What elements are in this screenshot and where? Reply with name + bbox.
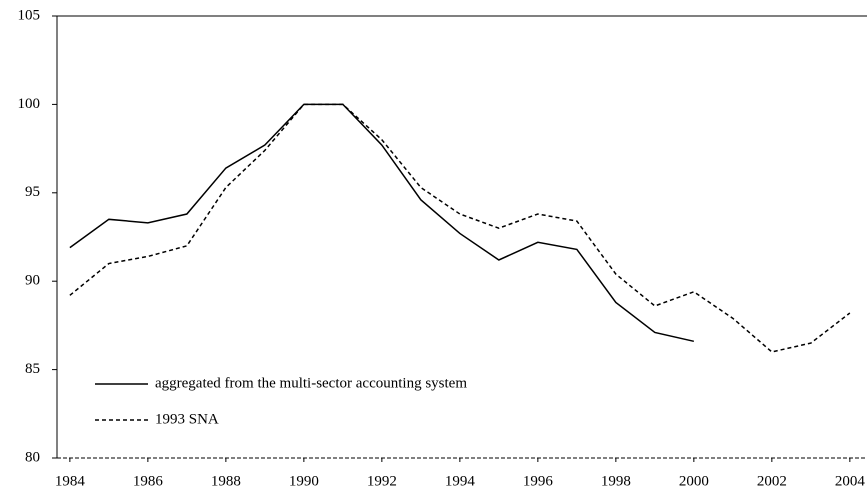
x-tick-label: 1994 [445, 473, 476, 489]
y-tick-label: 105 [18, 7, 41, 23]
y-tick-label: 100 [18, 96, 41, 112]
series-line [69, 103, 851, 353]
y-tick-label: 80 [25, 449, 40, 465]
y-tick-label: 90 [25, 273, 40, 289]
x-tick-label: 1988 [211, 473, 241, 489]
x-tick-label: 1992 [367, 473, 397, 489]
x-tick-label: 2000 [679, 473, 709, 489]
legend-label: 1993 SNA [155, 411, 219, 427]
y-tick-label: 95 [25, 184, 40, 200]
legend-label: aggregated from the multi-sector account… [155, 375, 467, 391]
x-tick-label: 1986 [133, 473, 164, 489]
x-tick-label: 1984 [55, 473, 86, 489]
x-tick-label: 2004 [835, 473, 866, 489]
series-line [69, 103, 695, 343]
x-tick-label: 1996 [523, 473, 554, 489]
y-tick-label: 85 [25, 361, 40, 377]
x-tick-label: 1998 [601, 473, 631, 489]
x-tick-label: 1990 [289, 473, 319, 489]
x-tick-label: 2002 [757, 473, 787, 489]
